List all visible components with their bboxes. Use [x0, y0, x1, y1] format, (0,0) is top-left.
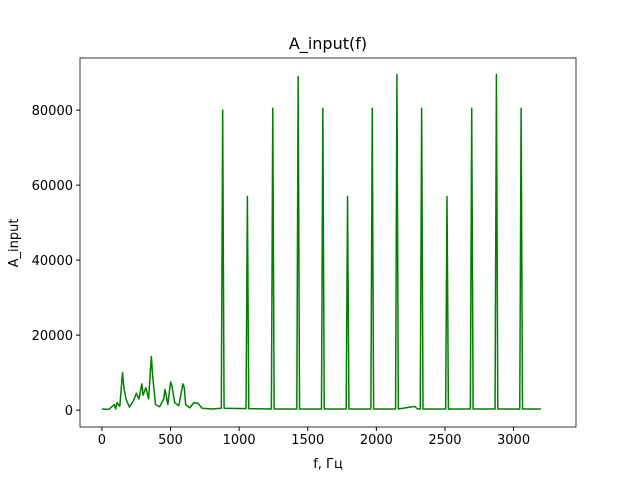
x-tick-label: 1000 — [223, 433, 256, 448]
x-tick-label: 0 — [98, 433, 106, 448]
x-tick-label: 2500 — [428, 433, 461, 448]
y-tick-label: 80000 — [32, 104, 73, 119]
x-tick-label: 1500 — [291, 433, 324, 448]
y-tick-label: 60000 — [32, 179, 73, 194]
line — [101, 73, 542, 411]
x-tick-label: 500 — [158, 433, 183, 448]
y-tick-label: 40000 — [32, 254, 73, 269]
y-tick-label: 0 — [65, 404, 73, 419]
x-axis-label: f, Гц — [313, 457, 343, 472]
x-tick-label: 2000 — [360, 433, 393, 448]
y-axis-label: A_input — [7, 219, 22, 268]
chart-title: A_input(f) — [289, 34, 367, 54]
x-tick-label: 3000 — [497, 433, 530, 448]
plot-frame — [79, 57, 577, 428]
y-tick-label: 20000 — [32, 329, 73, 344]
